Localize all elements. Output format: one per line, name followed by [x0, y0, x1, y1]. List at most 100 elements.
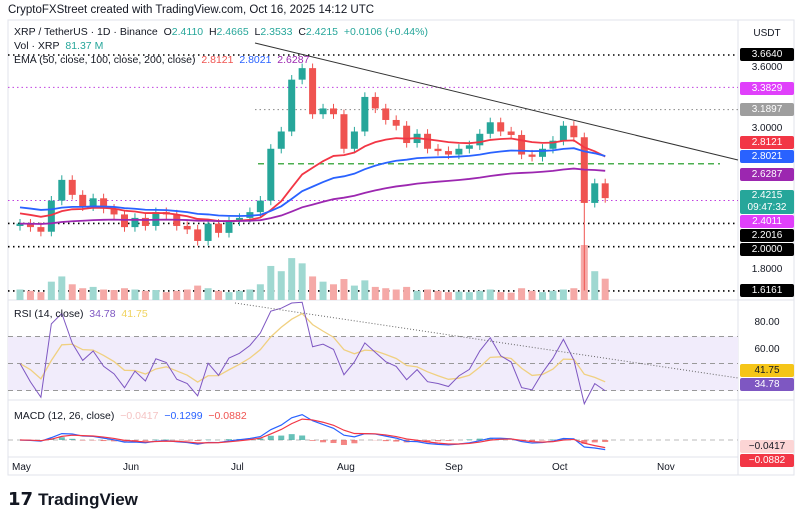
candle-body: [235, 217, 243, 222]
volume-bar: [277, 271, 285, 300]
rsi-ma-line: [19, 312, 606, 383]
macd-hist-bar: [529, 440, 536, 442]
volume-bar: [455, 291, 463, 300]
volume-bar: [100, 289, 108, 300]
macd-hist-bar: [226, 439, 232, 440]
candle-body: [288, 79, 296, 132]
candle-body: [58, 179, 66, 201]
candle-body: [16, 223, 24, 226]
volume-bar: [194, 285, 202, 300]
rsi-value: 34.78: [89, 308, 116, 320]
rsi-trendline: [234, 302, 739, 379]
candle-body: [330, 108, 337, 115]
macd-hist-bar: [591, 440, 598, 443]
rsi-axis-tick: 60.00: [754, 344, 780, 355]
candle-body: [194, 229, 202, 241]
candle-body: [183, 225, 191, 230]
ema50-line: [19, 137, 606, 222]
volume-bar: [518, 288, 526, 300]
volume-bar: [591, 271, 599, 300]
month-label: Jul: [231, 462, 244, 473]
macd-hist-bar: [309, 440, 316, 441]
month-label: Jun: [123, 462, 140, 473]
candle-body: [350, 131, 358, 149]
candle-body: [267, 148, 275, 201]
candle-body: [131, 217, 139, 228]
candle-body: [89, 198, 97, 207]
candle-body: [382, 108, 390, 120]
volume-bar: [68, 284, 76, 300]
volume-bar: [256, 284, 264, 300]
candle-body: [26, 223, 34, 228]
volume-bar: [444, 292, 452, 300]
countdown: 09:47:32: [747, 202, 787, 213]
price-tag: 2.6287: [740, 168, 794, 181]
rsi-tag: 34.78: [740, 378, 794, 391]
price-tag: 3.1897: [740, 103, 794, 116]
price-tag: 3.6640: [740, 48, 794, 61]
candle-body: [47, 200, 55, 232]
price-tag: 1.6161: [740, 284, 794, 297]
candle-body: [465, 145, 473, 149]
macd-hist-value: −0.0417: [120, 410, 159, 422]
vol-value: 81.37 M: [65, 40, 104, 52]
macd-hist-bar: [121, 440, 128, 442]
volume-bar: [361, 280, 369, 300]
volume-bar: [162, 292, 170, 300]
macd-hist-bar: [602, 440, 609, 443]
candle-body: [486, 122, 494, 134]
volume-bar: [330, 284, 337, 300]
volume-bar: [215, 290, 223, 300]
volume-bar: [539, 292, 546, 300]
candle-body: [507, 131, 515, 135]
volume-bar: [507, 292, 515, 300]
volume-bar: [340, 279, 348, 300]
macd-hist-bar: [435, 440, 441, 442]
volume-bar: [413, 290, 421, 300]
volume-bar: [204, 288, 212, 300]
ema200-value: 2.6287: [277, 54, 310, 66]
trendline: [254, 42, 739, 161]
macd-hist-bar: [424, 440, 431, 442]
axis-tick: 3.6000: [751, 62, 783, 73]
rsi-label: RSI (14, close): [14, 308, 84, 320]
volume-bar: [183, 289, 191, 300]
macd-hist-bar: [330, 440, 337, 444]
brand-name: TradingView: [38, 489, 138, 509]
volume-bar: [131, 289, 139, 300]
candle-body: [361, 96, 369, 132]
candle-body: [497, 122, 505, 132]
price-tag: 2.8121: [740, 136, 794, 149]
price-tag: 3.3829: [740, 82, 794, 95]
rsi-legend: RSI (14, close) 34.78 41.75: [14, 308, 148, 320]
candle-body: [319, 108, 327, 115]
rsi-axis-tick: 80.00: [754, 317, 780, 328]
candle-body: [371, 96, 379, 109]
candle-body: [37, 227, 45, 232]
candle-body: [434, 148, 442, 152]
macd-hist-tag: −0.0417: [740, 440, 794, 453]
axis-tick: 1.8000: [751, 264, 783, 275]
macd-hist-bar: [299, 435, 306, 440]
volume-bar: [121, 288, 128, 300]
last-price-tag: 2.4215 09:47:32: [740, 190, 794, 214]
rsi-line: [19, 301, 606, 406]
rsi-ma-tag: 41.75: [740, 364, 794, 377]
candle-body: [110, 208, 118, 215]
candle-body: [570, 125, 578, 138]
volume-bar: [37, 292, 45, 300]
volume-bar: [246, 289, 254, 300]
candle-body: [424, 133, 432, 149]
candle-body: [528, 154, 536, 157]
macd-hist-bar: [131, 440, 138, 441]
volume-bar: [79, 288, 87, 300]
volume-bar: [235, 290, 243, 300]
candle-body: [121, 214, 128, 228]
price-tag: 2.0000: [740, 243, 794, 256]
candle-body: [340, 114, 348, 149]
low-value: 2.3533: [260, 26, 293, 38]
macd-hist-bar: [100, 440, 107, 442]
volume-bar: [26, 290, 34, 300]
candle-body: [225, 221, 233, 233]
